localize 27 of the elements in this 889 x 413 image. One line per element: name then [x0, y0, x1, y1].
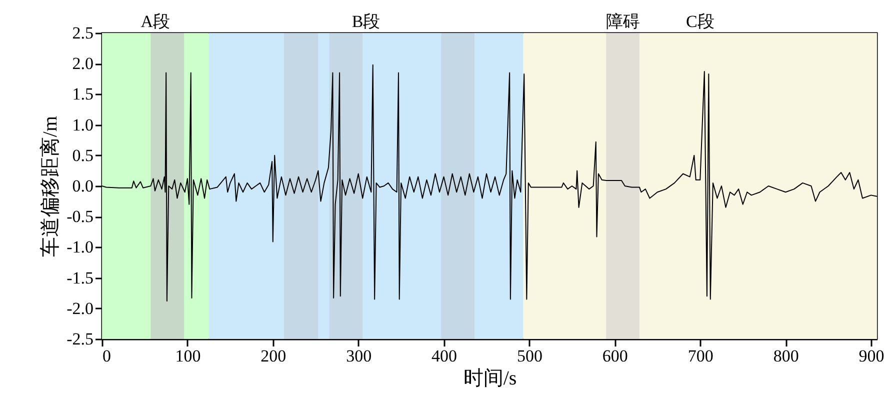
x-axis-title: 时间/s — [463, 368, 517, 390]
y-tick-label: 0.5 — [72, 146, 94, 165]
y-tick-label: -0.5 — [66, 207, 94, 226]
y-tick-label: -1.0 — [66, 238, 94, 257]
x-tick-label: 600 — [602, 346, 628, 366]
band-label: 障碍 — [606, 12, 640, 31]
band-label: B段 — [352, 12, 380, 31]
y-tick-label: -1.5 — [66, 268, 94, 288]
band-label: C段 — [686, 12, 714, 31]
x-tick-label: 0 — [102, 346, 111, 366]
y-tick-label: 1.0 — [72, 115, 94, 134]
x-tick-label: 900 — [858, 346, 884, 366]
band-label: A段 — [140, 12, 170, 31]
y-axis-title: 车道偏移距离/m — [40, 116, 62, 258]
y-tick-label: 0.0 — [72, 176, 94, 196]
x-tick-label: 100 — [175, 346, 201, 366]
x-tick-label: 200 — [260, 346, 286, 366]
x-tick-label: 300 — [346, 346, 372, 366]
x-tick-label: 500 — [516, 346, 542, 366]
y-tick-label: 1.5 — [72, 84, 94, 104]
y-tick-label: -2.0 — [66, 298, 94, 318]
y-tick-label: -2.5 — [66, 330, 94, 348]
x-tick-label: 800 — [773, 346, 799, 366]
y-tick-label: 2.0 — [72, 54, 94, 74]
x-tick-label: 700 — [688, 346, 714, 366]
y-tick-label: 2.5 — [72, 24, 94, 42]
x-tick-label: 400 — [432, 346, 458, 366]
